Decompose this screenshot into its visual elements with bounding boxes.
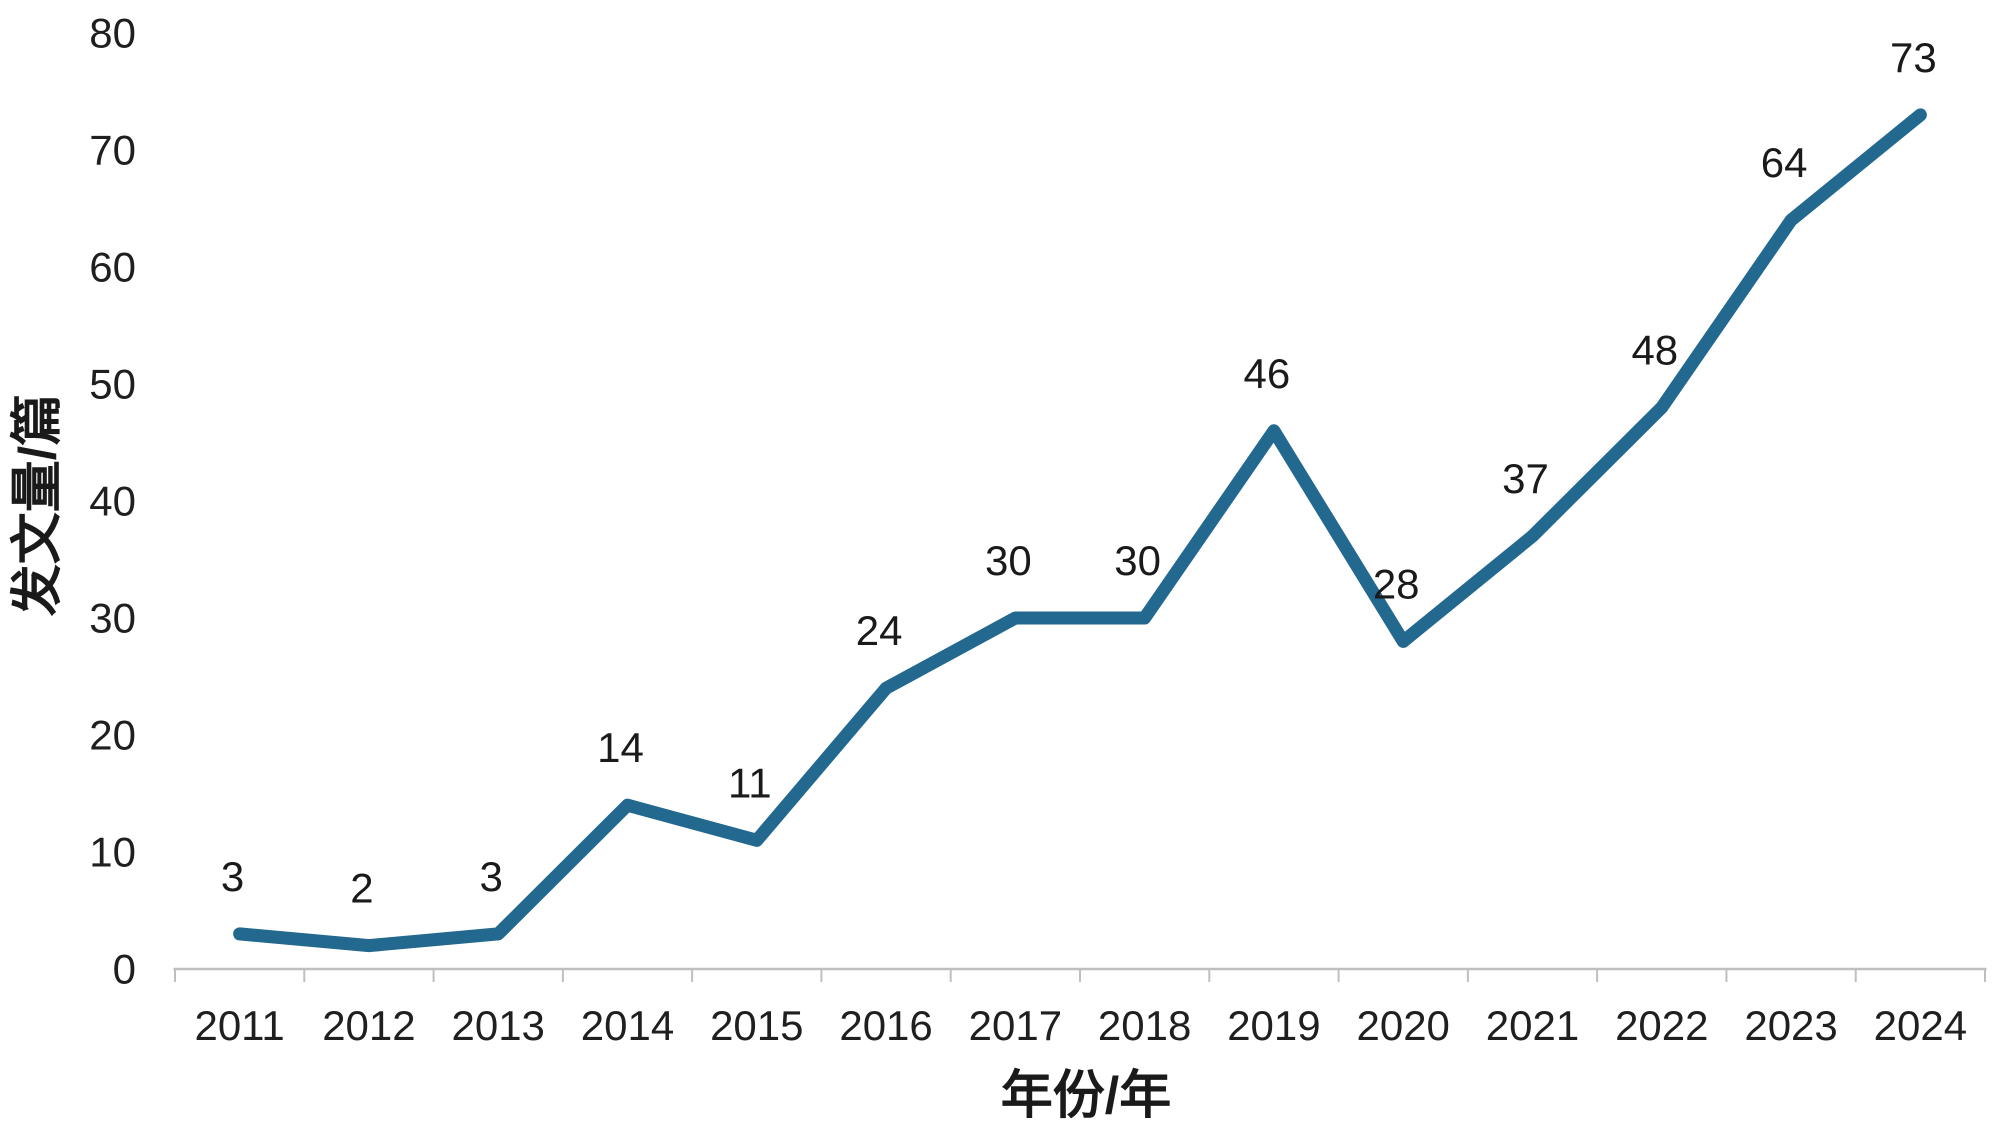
data-point-label: 30 — [985, 537, 1032, 584]
data-point-label: 46 — [1244, 350, 1291, 397]
data-point-label: 28 — [1373, 560, 1420, 607]
x-tick-label: 2021 — [1486, 1002, 1579, 1049]
y-axis-title: 发文量/篇 — [9, 394, 67, 616]
x-tick-label: 2018 — [1098, 1002, 1191, 1049]
x-tick-label: 2023 — [1744, 1002, 1837, 1049]
y-tick-label: 30 — [89, 595, 136, 642]
data-point-label: 14 — [597, 724, 644, 771]
trend-line — [233, 108, 1927, 953]
x-tick-label: 2013 — [451, 1002, 544, 1049]
x-tick-label: 2014 — [581, 1002, 674, 1049]
y-tick-label: 80 — [89, 10, 136, 57]
y-tick-label: 70 — [89, 127, 136, 174]
data-label-layer: 3 2 3 14 11 24 30 30 46 28 37 48 64 73 — [221, 34, 1937, 912]
x-tick-label: 2011 — [194, 1002, 284, 1049]
data-point-label: 2 — [350, 865, 373, 912]
data-point-label: 3 — [480, 853, 503, 900]
data-point-label: 30 — [1114, 537, 1161, 584]
x-tick-label: 2016 — [839, 1002, 932, 1049]
x-tick-label: 2012 — [322, 1002, 415, 1049]
y-tick-label: 60 — [89, 244, 136, 291]
y-tick-label: 0 — [113, 946, 136, 993]
series-layer — [233, 108, 1927, 953]
y-tick-label: 40 — [89, 478, 136, 525]
axis-layer: 0 10 20 30 40 50 60 70 80 2011 2012 2013 2014 2015 201… — [89, 10, 1987, 1049]
x-tick-label: 2020 — [1356, 1002, 1449, 1049]
data-point-label: 3 — [221, 853, 244, 900]
y-tick-label: 50 — [89, 361, 136, 408]
y-tick-label: 20 — [89, 712, 136, 759]
x-tick-label: 2022 — [1615, 1002, 1708, 1049]
x-tick-label: 2017 — [969, 1002, 1062, 1049]
x-tick-label: 2015 — [710, 1002, 803, 1049]
data-point-label: 48 — [1631, 326, 1678, 373]
y-tick-label: 10 — [89, 829, 136, 876]
x-tick-label: 2019 — [1227, 1002, 1320, 1049]
x-tick-label: 2024 — [1874, 1002, 1967, 1049]
data-point-label: 24 — [856, 607, 903, 654]
x-axis-title: 年份/年 — [1001, 1067, 1171, 1125]
data-point-label: 73 — [1890, 34, 1937, 81]
data-point-label: 64 — [1761, 139, 1808, 186]
data-point-label: 11 — [728, 759, 772, 806]
data-point-label: 37 — [1502, 455, 1549, 502]
